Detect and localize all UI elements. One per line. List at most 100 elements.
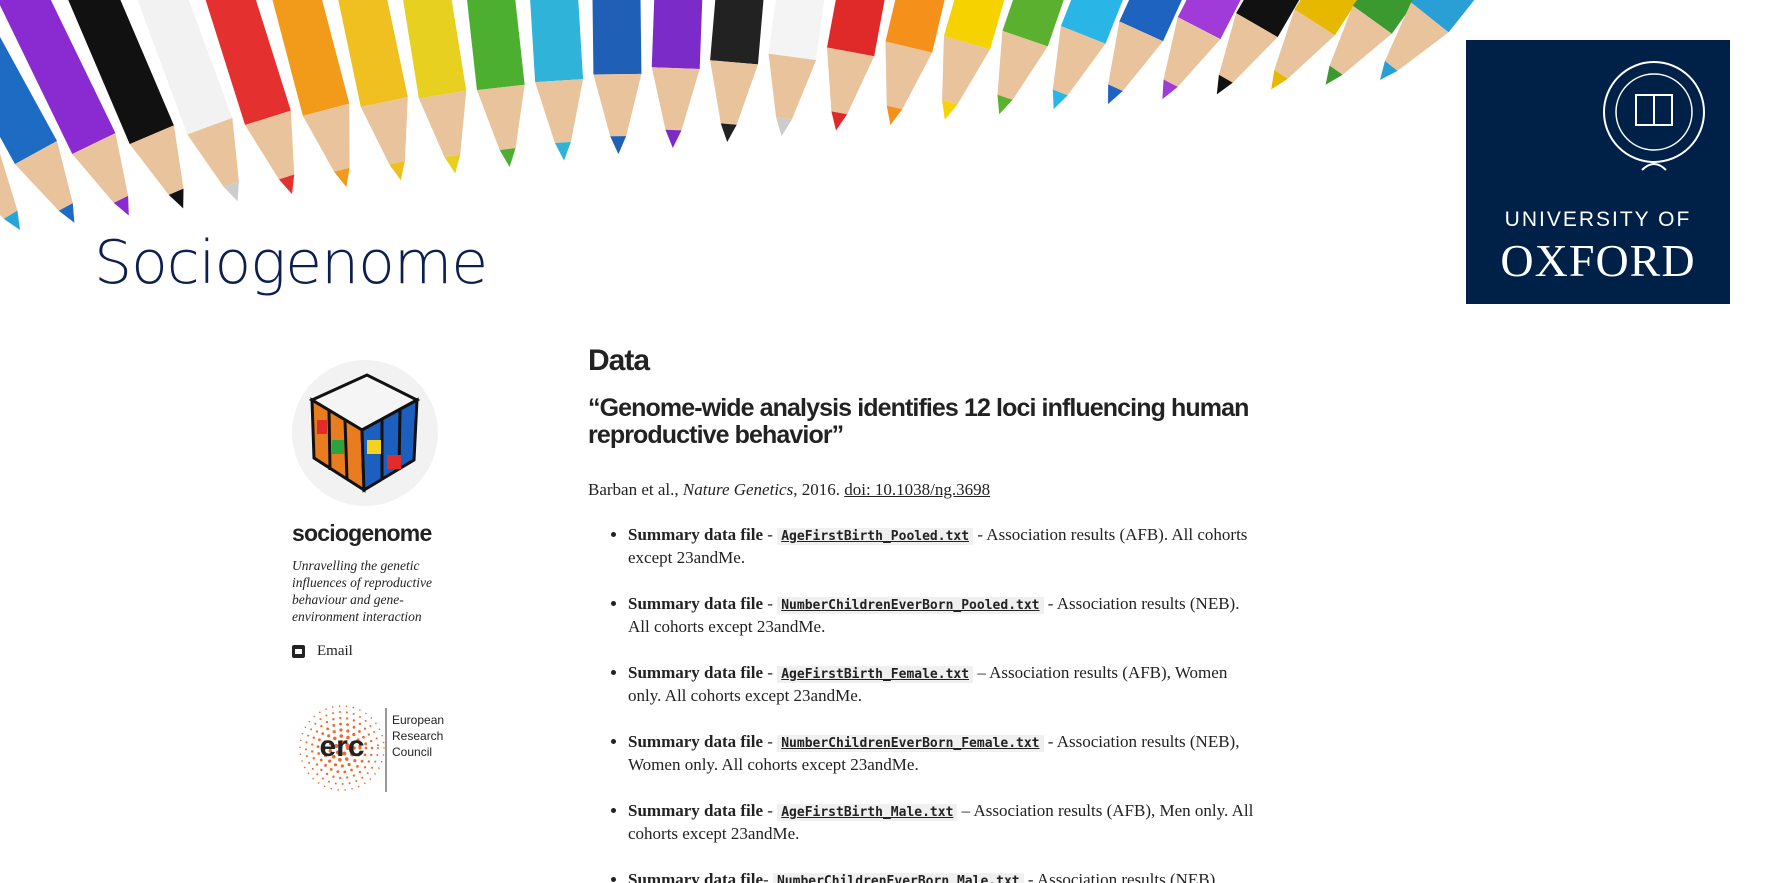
pencil-wood [476, 84, 525, 150]
erc-dot [317, 752, 321, 755]
item-sep: - [763, 663, 778, 682]
erc-dot [370, 746, 374, 750]
erc-dot [332, 712, 335, 715]
site-title[interactable]: Sociogenome [94, 228, 488, 298]
item-desc: - Association results (AFB). All cohorts… [628, 525, 1248, 567]
file-link[interactable]: AgeFirstBirth_Female.txt [777, 666, 974, 683]
pencil [387, 0, 467, 174]
file-link[interactable]: AgeFirstBirth_Male.txt [777, 804, 958, 821]
pencil-tip [886, 105, 903, 125]
pencil-body [768, 0, 843, 61]
pencil-tip [58, 203, 75, 223]
pencil-body [319, 0, 408, 107]
file-link[interactable]: NumberChildrenEverBorn_Female.txt [777, 735, 1044, 752]
erc-dot [348, 782, 351, 785]
erc-dot [355, 780, 358, 783]
pencil-wood [535, 79, 584, 144]
item-label: Summary data file [628, 525, 764, 544]
pencil-body [51, 0, 174, 145]
erc-dot [334, 782, 337, 785]
erc-dot [332, 718, 335, 721]
erc-dot [346, 723, 349, 727]
pencil-wood [826, 47, 875, 115]
pencil-wood [360, 97, 408, 165]
pencil-tip [444, 154, 461, 174]
erc-dot [363, 766, 367, 769]
file-item: Summary data file - AgeFirstBirth_Male.t… [628, 800, 1258, 844]
erc-dot [307, 734, 310, 737]
erc-dot [338, 711, 341, 714]
file-link[interactable]: NumberChildrenEverBorn_Pooled.txt [777, 597, 1044, 614]
pencil-tip [720, 123, 737, 143]
pencil-wood [1384, 2, 1449, 71]
doi-link[interactable]: doi: 10.1038/ng.3698 [844, 480, 991, 499]
erc-dot [344, 757, 349, 761]
pencil-body [522, 0, 584, 83]
pencil-wood [1329, 5, 1392, 75]
authors: Barban et al., [588, 480, 683, 499]
erc-dot [313, 715, 316, 718]
erc-dot [316, 773, 319, 776]
file-link[interactable]: NumberChildrenEverBorn_Male.txt [772, 873, 1024, 883]
pencil-tip [1325, 65, 1343, 85]
file-item: Summary data file - AgeFirstBirth_Pooled… [628, 524, 1258, 568]
erc-dot [320, 768, 323, 772]
email-text[interactable]: Email [317, 643, 353, 659]
erc-dot [321, 777, 324, 780]
item-desc: - Association results (NEB), Women only.… [628, 732, 1240, 774]
item-desc: - Association results (NEB), [1023, 870, 1220, 883]
pencil [117, 0, 239, 202]
erc-dot [358, 730, 361, 733]
pencil-tip [223, 181, 239, 202]
pencil-wood [0, 149, 18, 219]
main-content: Data “Genome-wide analysis identifies 12… [588, 344, 1258, 883]
erc-dot [319, 718, 322, 721]
erc-dot [363, 782, 366, 785]
erc-dot [311, 743, 314, 746]
erc-dot [359, 715, 361, 718]
pencil [319, 0, 408, 181]
pencil-body [590, 0, 642, 75]
erc-dot [356, 764, 359, 768]
file-list: Summary data file - AgeFirstBirth_Pooled… [588, 524, 1258, 883]
erc-dot [350, 752, 354, 757]
sidebar: sociogenome Unravelling the genetic infl… [292, 360, 472, 805]
erc-dot [367, 733, 371, 736]
erc-dot [325, 772, 329, 776]
page-heading: Data [588, 344, 650, 377]
erc-dot [361, 776, 364, 779]
pencil-tip [610, 136, 627, 155]
pencil-wood [651, 67, 700, 131]
erc-dot [334, 743, 339, 748]
erc-dot [307, 772, 310, 775]
pencil [1162, 0, 1313, 100]
pencil-tip [665, 129, 682, 149]
oxford-logo[interactable]: UNIVERSITY OF OXFORD [1466, 40, 1730, 304]
pencil [997, 0, 1113, 115]
file-link[interactable]: AgeFirstBirth_Pooled.txt [777, 528, 974, 545]
erc-dot [312, 777, 314, 780]
erc-dot [342, 751, 347, 756]
pencil-tip [499, 148, 516, 167]
erc-dot [346, 717, 349, 720]
erc-dot [317, 782, 320, 784]
erc-dot [369, 778, 372, 780]
pencil-body [710, 0, 776, 65]
erc-dot [323, 785, 326, 788]
erc-dot [377, 747, 379, 749]
erc-dot [358, 770, 362, 774]
pencil [0, 149, 20, 230]
pencil-body [252, 0, 350, 116]
pencil [942, 0, 1046, 120]
item-desc: - Association results (NEB). All cohorts… [628, 594, 1240, 636]
erc-dot [311, 750, 314, 753]
erc-dot [319, 758, 323, 762]
erc-dot [357, 753, 361, 757]
pencil-wood [302, 103, 350, 172]
pencil-wood [187, 117, 239, 188]
email-link[interactable]: Email [292, 643, 472, 660]
pencil [184, 0, 295, 195]
pencil-body [117, 0, 233, 135]
erc-dot [320, 724, 323, 728]
pencil-wood [129, 125, 184, 195]
